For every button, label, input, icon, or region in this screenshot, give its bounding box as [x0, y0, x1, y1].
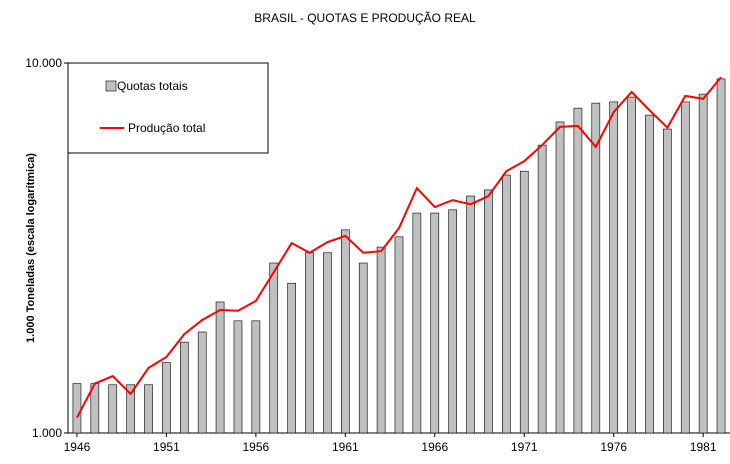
x-tick-label: 1981 [690, 440, 717, 454]
bar [680, 101, 690, 434]
bar [466, 195, 475, 434]
bar [305, 252, 314, 434]
bar [340, 229, 350, 434]
bar [573, 107, 583, 434]
bar [376, 246, 386, 434]
x-tick-label: 1976 [600, 440, 627, 454]
bar [144, 384, 153, 434]
bar [663, 128, 672, 434]
y-tick-label: 1.000 [32, 426, 62, 440]
bar [627, 96, 636, 434]
line [76, 76, 722, 419]
bar [287, 282, 296, 434]
bar [251, 320, 261, 434]
x-tick-label: 1956 [243, 440, 270, 454]
bar [197, 331, 207, 434]
x-tick-label: 1966 [421, 440, 448, 454]
bar [126, 384, 135, 434]
legend-label: Quotas totais [117, 79, 188, 93]
bar [519, 170, 529, 434]
bar [645, 114, 654, 434]
bar [108, 384, 118, 434]
bar [179, 341, 189, 434]
bar [394, 236, 404, 434]
legend-label: Produção total [128, 121, 205, 135]
bar [537, 144, 547, 434]
bar [716, 78, 726, 434]
bar [323, 252, 332, 434]
bar [215, 301, 225, 434]
x-tick-label: 1971 [511, 440, 538, 454]
bar [269, 262, 279, 434]
bar [430, 212, 440, 434]
y-axis-label: 1.000 Toneladas (escala logarítmica) [25, 153, 37, 343]
bar [233, 320, 243, 434]
bar [698, 93, 708, 434]
bar [609, 101, 619, 434]
x-tick-label: 1951 [153, 440, 180, 454]
legend-swatch [105, 80, 117, 92]
bar [484, 189, 493, 434]
bar [448, 209, 458, 434]
chart-title: BRASIL - QUOTAS E PRODUÇÃO REAL [254, 11, 476, 25]
x-tick-label: 1961 [332, 440, 359, 454]
bar [555, 121, 565, 434]
bar [72, 383, 82, 434]
x-tick-label: 1946 [64, 440, 91, 454]
bar [502, 174, 511, 434]
bar [412, 212, 422, 434]
bar [162, 362, 171, 434]
y-tick-label: 10.000 [25, 56, 62, 70]
bar [358, 262, 368, 434]
bar [591, 102, 601, 434]
legend-box [67, 62, 269, 154]
